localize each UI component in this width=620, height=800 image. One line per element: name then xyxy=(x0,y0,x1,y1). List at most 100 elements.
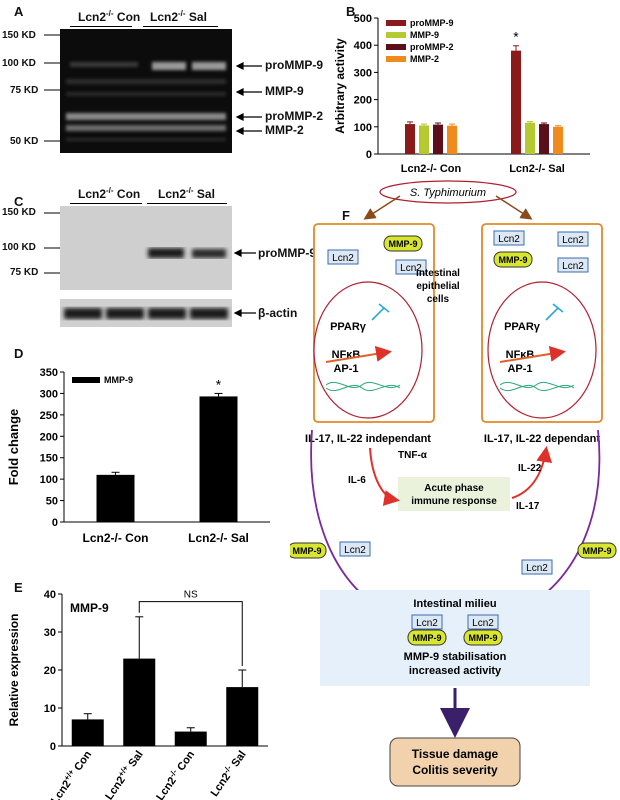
chart-e-bar xyxy=(71,719,104,746)
chart-b-xtick: Lcn2-/- Con xyxy=(401,163,462,175)
right-secreted-lcn2 xyxy=(521,559,553,575)
chart-b-bar xyxy=(525,122,535,154)
panel-d-letter: D xyxy=(14,346,24,361)
svg-text:MMP-9: MMP-9 xyxy=(389,239,418,249)
svg-text:Lcn2: Lcn2 xyxy=(562,261,584,272)
svg-text:Lcn2: Lcn2 xyxy=(416,618,438,629)
chart-d-legend-swatch xyxy=(72,377,100,383)
tnf-alpha-label: TNF-α xyxy=(398,450,428,461)
svg-text:MMP-9: MMP-9 xyxy=(413,633,442,643)
left-nucleus xyxy=(313,281,423,419)
milieu-title: Intestinal milieu xyxy=(413,598,496,610)
chart-b-bar xyxy=(433,124,443,154)
cell-label-line-1: Intestinal xyxy=(416,268,460,279)
chart-e-ytick: 0 xyxy=(50,741,56,753)
svg-text:MMP-9: MMP-9 xyxy=(293,546,322,556)
band-label-mmp2-a: MMP-2 xyxy=(265,123,304,137)
left-ap1-label: AP-1 xyxy=(333,363,358,375)
milieu-text-line-2: increased activity xyxy=(409,665,502,677)
cell-label-line-3: cells xyxy=(427,294,450,305)
svg-text:Lcn2: Lcn2 xyxy=(498,234,520,245)
schematic-f: S. Typhimurium MMP-9 Lcn2 Lcn2 PPARγ NFκ… xyxy=(290,180,617,787)
chart-b: 0 100 200 300 400 500 Arbitrary activity Lcn2-/… xyxy=(333,13,590,175)
svg-text:MMP-9: MMP-9 xyxy=(583,546,612,556)
marker-150kd-c: 150 KD xyxy=(2,207,36,218)
chart-b-ylabel: Arbitrary activity xyxy=(333,38,347,134)
chart-b-legend-label: MMP-2 xyxy=(410,54,439,64)
left-secreted-mmp9 xyxy=(290,542,327,559)
western-blot-actin xyxy=(60,299,232,327)
chart-d-ytick: 350 xyxy=(40,367,58,379)
chart-b-ytick: 500 xyxy=(354,13,372,25)
right-ap1-label: AP-1 xyxy=(507,363,532,375)
il22-label: IL-22 xyxy=(518,463,542,474)
chart-d-ytick: 150 xyxy=(40,453,58,465)
svg-text:Lcn2: Lcn2 xyxy=(562,235,584,246)
gel-a-lane-sal: Lcn2-/- Sal xyxy=(150,9,207,24)
outcome-line-2: Colitis severity xyxy=(412,763,498,777)
panel-e-letter: E xyxy=(14,580,23,595)
marker-150kd-a: 150 KD xyxy=(2,30,36,41)
il17-label: IL-17 xyxy=(516,501,540,512)
chart-b-legend-label: proMMP-9 xyxy=(410,18,454,28)
chart-b-legend-swatch xyxy=(386,44,406,50)
cell-label-line-2: epithelial xyxy=(416,281,460,292)
chart-b-bar xyxy=(447,125,457,154)
chart-b-bar xyxy=(553,126,563,154)
chart-e-ytick: 20 xyxy=(44,665,56,677)
band-label-prommp9-c: proMMP-9 xyxy=(258,246,316,260)
outcome-line-1: Tissue damage xyxy=(412,747,499,761)
chart-d-ytick: 100 xyxy=(40,474,58,486)
svg-text:MMP-9: MMP-9 xyxy=(469,633,498,643)
gel-c-lane-sal: Lcn2-/- Sal xyxy=(158,186,215,201)
il6-label: IL-6 xyxy=(348,475,366,486)
chart-b-ytick: 200 xyxy=(354,95,372,107)
left-cell-mmp9-badge xyxy=(383,235,423,252)
right-pparg-label: PPARγ xyxy=(504,321,541,333)
chart-e-ytick: 40 xyxy=(44,589,56,601)
chart-b-bar xyxy=(539,124,549,154)
chart-e-xtick: Lcn2+/+ Sal xyxy=(102,748,146,800)
svg-text:Lcn2: Lcn2 xyxy=(472,618,494,629)
left-secreted-lcn2 xyxy=(339,541,371,557)
chart-b-legend-label: proMMP-2 xyxy=(410,42,454,52)
band-label-prommp2-a: proMMP-2 xyxy=(265,109,323,123)
chart-b-ytick: 0 xyxy=(366,149,372,161)
chart-b-bar xyxy=(511,50,521,154)
chart-d-bar xyxy=(96,474,135,522)
intestinal-milieu-box xyxy=(320,590,590,686)
chart-b-ytick: 400 xyxy=(354,40,372,52)
panel-c-letter: C xyxy=(14,194,24,209)
left-cell-lcn2-box-2 xyxy=(395,259,427,275)
pathogen-label: S. Typhimurium xyxy=(410,187,486,199)
chart-b-legend-swatch xyxy=(386,20,406,26)
chart-d-bar xyxy=(199,396,238,522)
chart-b-legend-label: MMP-9 xyxy=(410,30,439,40)
svg-text:MMP-9: MMP-9 xyxy=(499,255,528,265)
chart-b-legend-swatch xyxy=(386,56,406,62)
svg-text:Lcn2: Lcn2 xyxy=(526,563,548,574)
chart-e-ytick: 30 xyxy=(44,627,56,639)
band-label-actin-c: β-actin xyxy=(258,306,298,320)
chart-d-ytick: 50 xyxy=(46,496,58,508)
band-label-prommp9-a: proMMP-9 xyxy=(265,58,323,72)
panel-f-letter: F xyxy=(342,208,350,223)
left-pparg-label: PPARγ xyxy=(330,321,367,333)
right-nucleus xyxy=(487,281,597,419)
chart-e-bar xyxy=(174,731,207,746)
chart-e-ytick: 10 xyxy=(44,703,56,715)
marker-50kd-a: 50 KD xyxy=(10,136,39,147)
chart-d: 0 50 100 150 200 250 300 350 Fold change Lcn2-/- … xyxy=(6,367,270,545)
right-cell-caption: IL-17, IL-22 dependant xyxy=(484,433,600,445)
chart-b-significance: * xyxy=(513,29,519,45)
right-secreted-mmp9 xyxy=(577,542,617,559)
chart-e-xtick: Lcn2+/+ Con xyxy=(47,747,94,800)
svg-text:Lcn2: Lcn2 xyxy=(344,545,366,556)
pathogen-oval xyxy=(379,180,517,204)
chart-e-ns-bracket xyxy=(138,601,243,666)
chart-e-xtick: Lcn2-/- Sal xyxy=(207,748,249,799)
svg-text:Lcn2: Lcn2 xyxy=(400,263,422,274)
chart-d-legend-label: MMP-9 xyxy=(104,375,133,385)
chart-d-ytick: 200 xyxy=(40,431,58,443)
chart-e-title: MMP-9 xyxy=(70,601,109,615)
